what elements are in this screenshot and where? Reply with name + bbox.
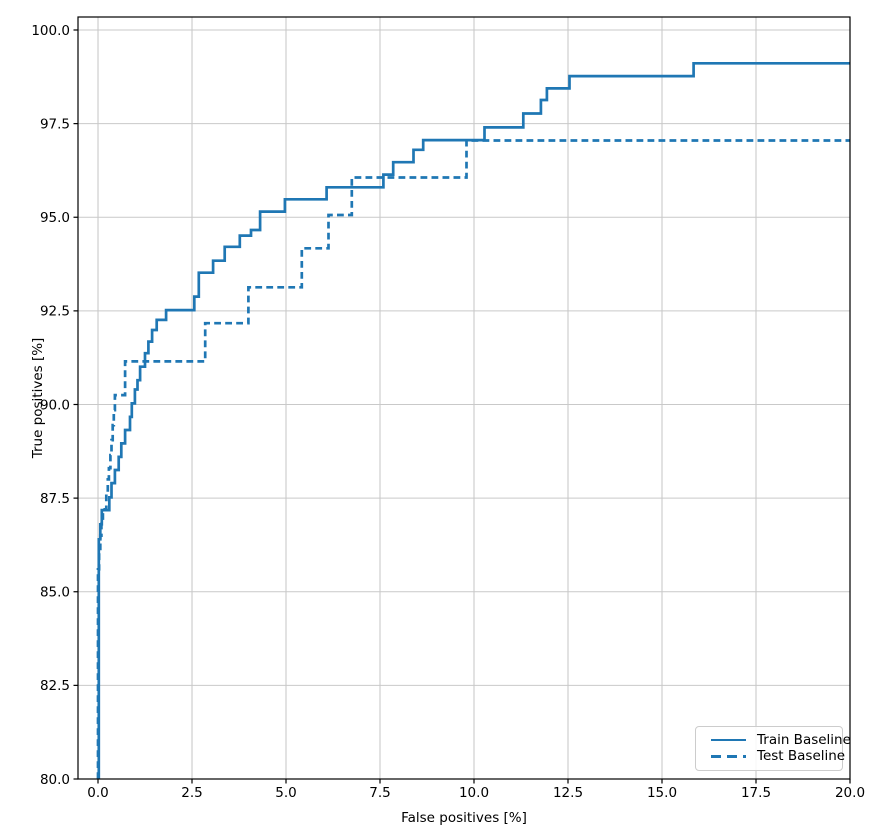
y-tick-label: 87.5: [40, 491, 70, 507]
axes-frame: [77, 16, 851, 780]
x-axis-label: False positives [%]: [401, 810, 527, 826]
legend-item-test-baseline: Test Baseline: [711, 749, 845, 766]
y-tick-label: 97.5: [40, 116, 70, 132]
x-tick-label: 12.5: [553, 785, 583, 801]
x-tick-label: 5.0: [275, 785, 296, 801]
legend-label: Test Baseline: [757, 748, 846, 764]
train-baseline-line-sample: [711, 739, 746, 742]
y-tick-label: 80.0: [40, 772, 70, 788]
x-tick-label: 10.0: [459, 785, 489, 801]
series-line-train-baseline: [97, 61, 850, 779]
y-tick-label: 82.5: [40, 678, 70, 694]
y-tick-label: 92.5: [40, 304, 70, 320]
x-tick-label: 20.0: [835, 785, 865, 801]
y-tick-label: 90.0: [40, 397, 70, 413]
series-line-test-baseline: [96, 139, 850, 779]
y-tick-label: 85.0: [40, 585, 70, 601]
x-tick-label: 7.5: [369, 785, 390, 801]
y-axis-label: True positives [%]: [30, 338, 46, 460]
x-tick-label: 2.5: [181, 785, 202, 801]
x-tick-label: 17.5: [741, 785, 771, 801]
legend-item-train-baseline: Train Baseline: [711, 732, 851, 749]
x-tick-label: 0.0: [87, 785, 108, 801]
y-tick-label: 100.0: [31, 23, 70, 39]
test-baseline-line-sample: [711, 755, 746, 759]
x-tick-label: 15.0: [647, 785, 677, 801]
chart-legend: Train Baseline Test Baseline: [695, 726, 851, 771]
y-tick-label: 95.0: [40, 210, 70, 226]
legend-label: Train Baseline: [757, 731, 851, 748]
